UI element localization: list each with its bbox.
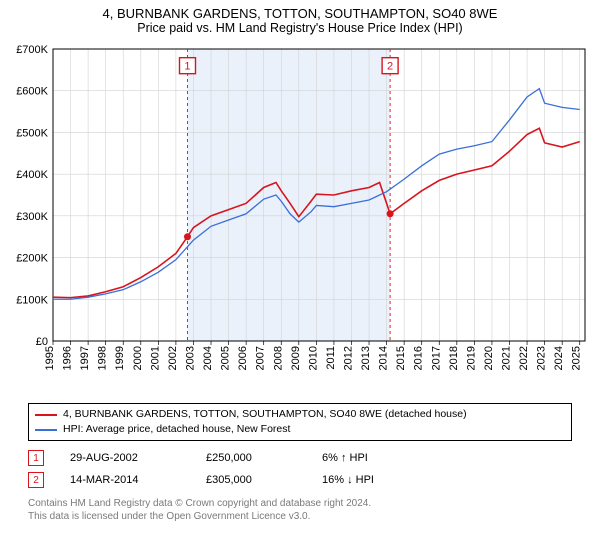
svg-text:2011: 2011: [325, 346, 337, 370]
title-block: 4, BURNBANK GARDENS, TOTTON, SOUTHAMPTON…: [0, 0, 600, 37]
legend: 4, BURNBANK GARDENS, TOTTON, SOUTHAMPTON…: [28, 403, 572, 441]
title-address: 4, BURNBANK GARDENS, TOTTON, SOUTHAMPTON…: [0, 6, 600, 21]
chart-card: 4, BURNBANK GARDENS, TOTTON, SOUTHAMPTON…: [0, 0, 600, 523]
sale-row: 1 29-AUG-2002 £250,000 6% ↑ HPI: [28, 447, 572, 469]
svg-text:£100K: £100K: [16, 294, 48, 306]
svg-text:2002: 2002: [167, 346, 179, 370]
legend-label: 4, BURNBANK GARDENS, TOTTON, SOUTHAMPTON…: [63, 407, 467, 422]
svg-text:2019: 2019: [465, 346, 477, 370]
svg-text:1995: 1995: [44, 346, 56, 370]
svg-text:1997: 1997: [79, 346, 91, 370]
svg-text:£600K: £600K: [16, 86, 48, 98]
svg-text:2012: 2012: [342, 346, 354, 370]
chart-area: £0£100K£200K£300K£400K£500K£600K£700K199…: [5, 37, 595, 397]
svg-text:1999: 1999: [114, 346, 126, 370]
svg-text:£700K: £700K: [16, 44, 48, 56]
svg-text:2007: 2007: [255, 346, 267, 370]
sale-price: £250,000: [206, 452, 296, 464]
svg-text:2010: 2010: [307, 346, 319, 370]
svg-text:2018: 2018: [448, 346, 460, 370]
svg-text:2008: 2008: [272, 346, 284, 370]
sale-date: 14-MAR-2014: [70, 474, 180, 486]
sales-table: 1 29-AUG-2002 £250,000 6% ↑ HPI 2 14-MAR…: [28, 447, 572, 491]
svg-text:2003: 2003: [184, 346, 196, 370]
svg-text:£400K: £400K: [16, 169, 48, 181]
footer: Contains HM Land Registry data © Crown c…: [28, 497, 572, 523]
svg-text:2: 2: [387, 61, 393, 73]
svg-text:2004: 2004: [202, 346, 214, 370]
svg-text:2025: 2025: [571, 346, 583, 370]
svg-text:2024: 2024: [553, 346, 565, 370]
svg-text:2001: 2001: [149, 346, 161, 370]
svg-text:2020: 2020: [483, 346, 495, 370]
svg-text:£300K: £300K: [16, 211, 48, 223]
svg-text:2022: 2022: [518, 346, 530, 370]
title-subtitle: Price paid vs. HM Land Registry's House …: [0, 21, 600, 35]
chart-svg: £0£100K£200K£300K£400K£500K£600K£700K199…: [5, 37, 595, 397]
legend-swatch-icon: [35, 429, 57, 431]
svg-text:2016: 2016: [413, 346, 425, 370]
legend-swatch-icon: [35, 414, 57, 416]
svg-text:1: 1: [184, 61, 190, 73]
legend-item: HPI: Average price, detached house, New …: [35, 422, 565, 437]
svg-text:1998: 1998: [97, 346, 109, 370]
svg-text:£200K: £200K: [16, 253, 48, 265]
legend-item: 4, BURNBANK GARDENS, TOTTON, SOUTHAMPTON…: [35, 407, 565, 422]
svg-text:2015: 2015: [395, 346, 407, 370]
svg-text:£500K: £500K: [16, 127, 48, 139]
legend-label: HPI: Average price, detached house, New …: [63, 422, 290, 437]
svg-text:2005: 2005: [220, 346, 232, 370]
sale-marker-icon: 1: [28, 450, 44, 466]
sale-delta: 6% ↑ HPI: [322, 452, 422, 464]
svg-text:2009: 2009: [290, 346, 302, 370]
svg-text:2006: 2006: [237, 346, 249, 370]
svg-text:1996: 1996: [62, 346, 74, 370]
sale-row: 2 14-MAR-2014 £305,000 16% ↓ HPI: [28, 469, 572, 491]
svg-text:2014: 2014: [378, 346, 390, 370]
sale-delta: 16% ↓ HPI: [322, 474, 422, 486]
footer-line: Contains HM Land Registry data © Crown c…: [28, 497, 572, 510]
sale-date: 29-AUG-2002: [70, 452, 180, 464]
sale-price: £305,000: [206, 474, 296, 486]
svg-text:2017: 2017: [430, 346, 442, 370]
svg-text:2000: 2000: [132, 346, 144, 370]
footer-line: This data is licensed under the Open Gov…: [28, 510, 572, 523]
svg-text:2021: 2021: [501, 346, 513, 370]
svg-text:2013: 2013: [360, 346, 372, 370]
svg-text:2023: 2023: [536, 346, 548, 370]
sale-marker-icon: 2: [28, 472, 44, 488]
